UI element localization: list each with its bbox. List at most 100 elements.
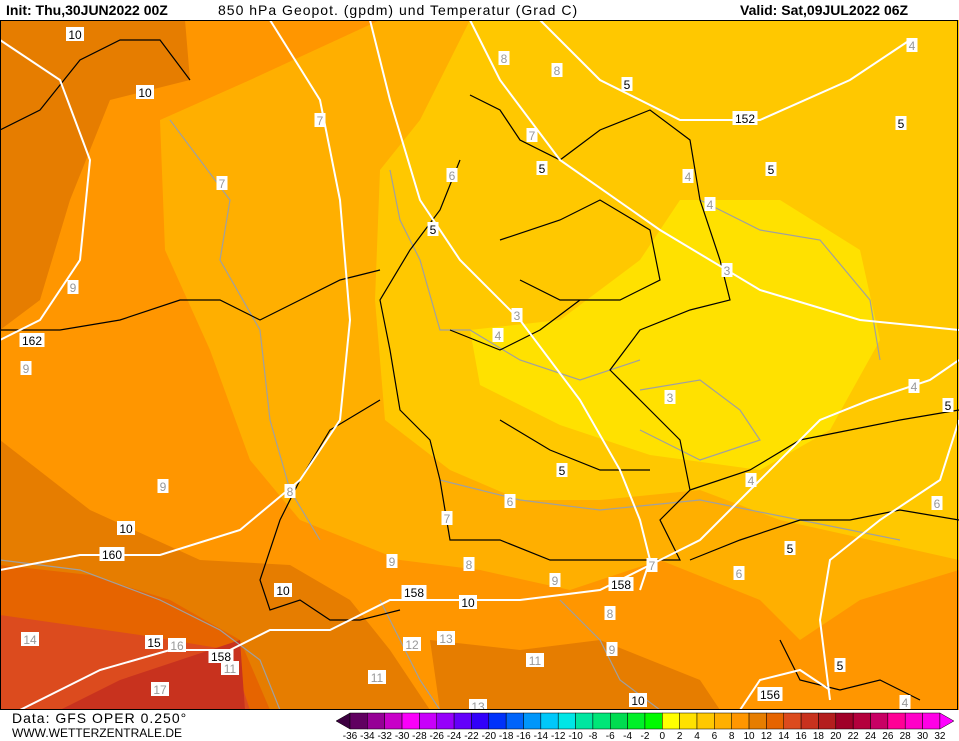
- colorbar-bin: [783, 712, 802, 730]
- temperature-label-box: [664, 390, 676, 404]
- colorbar-bin: [367, 712, 385, 730]
- temperature-label: 6: [934, 497, 941, 511]
- temperature-label: 9: [552, 574, 559, 588]
- geopotential-label-box: [556, 463, 568, 477]
- zone-10-12: [0, 20, 190, 330]
- temperature-label-box: [216, 176, 228, 190]
- colorbar-bin: [349, 712, 368, 730]
- geopotential-label-box: [784, 541, 796, 555]
- geopotential-contour: [369, 20, 652, 591]
- geopotential-label: 156: [760, 688, 780, 702]
- colorbar-bin: [748, 712, 767, 730]
- colorbar-tick-label: -20: [482, 731, 497, 741]
- geopotential-label: 5: [837, 659, 844, 673]
- colorbar-tick-label: -8: [588, 731, 597, 741]
- map-title: 850 hPa Geopot. (gpdm) und Temperatur (G…: [218, 2, 579, 18]
- geopotential-label-box: [765, 162, 777, 176]
- colorbar-bin: [662, 712, 680, 730]
- temperature-label-box: [511, 308, 523, 322]
- temperature-label-box: [446, 168, 458, 182]
- colorbar-bin: [419, 712, 437, 730]
- colorbar-tick-label: -34: [360, 731, 375, 741]
- colorbar-tick-label: 30: [917, 731, 929, 741]
- geopotential-label: 5: [787, 542, 794, 556]
- colorbar-bin: [766, 712, 785, 730]
- temperature-label-box: [441, 511, 453, 525]
- geopotential-label: 158: [611, 578, 631, 592]
- colorbar-bin: [800, 712, 819, 730]
- temperature-label: 9: [160, 480, 167, 494]
- temperature-label: 8: [466, 558, 473, 572]
- isotherm: [389, 169, 641, 381]
- zone-4-6: [900, 25, 955, 55]
- colorbar-bin: [453, 712, 472, 730]
- colorbar-tick-label: 6: [712, 731, 718, 741]
- geopotential-label-box: [629, 693, 647, 707]
- temperature-label: 9: [609, 643, 616, 657]
- temperature-label-box: [168, 638, 186, 652]
- temperature-label-box: [437, 631, 455, 645]
- colorbar-tick-label: -32: [377, 731, 392, 741]
- colorbar-bin: [471, 712, 490, 730]
- temperature-label-box: [221, 661, 239, 675]
- temperature-label: 9: [70, 281, 77, 295]
- colorbar-tick-label: -12: [551, 731, 566, 741]
- temperature-label-box: [284, 484, 296, 498]
- temperature-label-box: [704, 197, 716, 211]
- temperature-label: 7: [529, 129, 536, 143]
- temperature-label: 8: [554, 64, 561, 78]
- colorbar-tick-label: -6: [606, 731, 615, 741]
- colorbar-tick-label: 18: [813, 731, 825, 741]
- map-frame: [0, 20, 958, 710]
- geopotential-label-box: [19, 333, 45, 347]
- temperature-label: 4: [909, 39, 916, 53]
- geopotential-label-box: [117, 521, 135, 535]
- temperature-label: 3: [667, 391, 674, 405]
- data-source: Data: GFS OPER 0.250°: [12, 710, 188, 726]
- zone-10-12: [430, 640, 720, 710]
- colorbar-tick-label: 22: [848, 731, 860, 741]
- colorbar-bin: [852, 712, 871, 730]
- geopotential-contour: [739, 668, 831, 710]
- temperature-label-box: [314, 113, 326, 127]
- temperature-label: 4: [495, 329, 502, 343]
- temperature-label-box: [504, 494, 516, 508]
- geopotential-label: 5: [898, 117, 905, 131]
- colorbar-bin: [488, 712, 507, 730]
- colorbar-tick-label: 32: [934, 731, 946, 741]
- temperature-label: 6: [449, 169, 456, 183]
- colorbar-tick-label: 28: [900, 731, 912, 741]
- geopotential-label: 162: [22, 334, 42, 348]
- colorbar-tick-label: 8: [729, 731, 735, 741]
- border-line: [449, 299, 581, 351]
- colorbar-tick-label: -14: [534, 731, 549, 741]
- geopotential-label: 10: [119, 522, 133, 536]
- temperature-label-box: [899, 695, 911, 709]
- colorbar-bin: [557, 712, 576, 730]
- geopotential-contour: [539, 20, 911, 121]
- temperature-label-box: [67, 280, 79, 294]
- geopotential-contour: [469, 20, 959, 331]
- temperature-label: 3: [724, 264, 731, 278]
- geopotential-label: 5: [768, 163, 775, 177]
- geopotential-label-box: [834, 658, 846, 672]
- temperature-label: 7: [444, 512, 451, 526]
- temperature-label-box: [526, 128, 538, 142]
- temperature-label: 11: [371, 671, 384, 685]
- colorbar-tick-label: -10: [568, 731, 583, 741]
- colorbar-bin: [714, 712, 732, 730]
- colorbar-bin: [505, 712, 524, 730]
- colorbar-tick-label: -30: [395, 731, 410, 741]
- isotherm: [0, 559, 281, 710]
- colorbar-tick-label: 2: [677, 731, 683, 741]
- colorbar-bin: [818, 712, 837, 730]
- temperature-label-box: [403, 637, 421, 651]
- temperature-label: 11: [224, 662, 237, 676]
- border-line: [0, 269, 381, 331]
- temperature-label-box: [21, 632, 39, 646]
- geopotential-label-box: [895, 116, 907, 130]
- temperature-label-box: [906, 38, 918, 52]
- colorbar-bin: [401, 712, 420, 730]
- colorbar-tick-label: 12: [761, 731, 773, 741]
- zone-16-18: [60, 640, 245, 710]
